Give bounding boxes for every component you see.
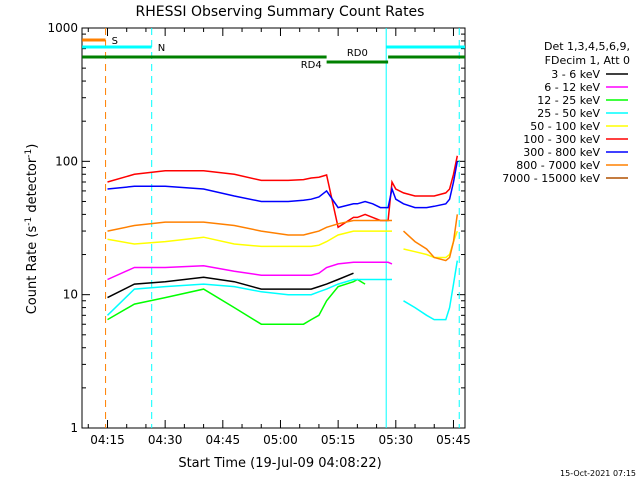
y-tick-label: 1000: [47, 21, 78, 35]
series-line: [403, 260, 459, 321]
legend-label: 7000 - 15000 keV: [502, 172, 600, 185]
x-tick-label: 04:45: [206, 433, 241, 447]
series-line: [107, 219, 392, 236]
chart-title: RHESSI Observing Summary Count Rates: [136, 4, 425, 20]
x-tick-label: 04:30: [148, 433, 183, 447]
series-line: [107, 261, 393, 281]
legend-label: 50 - 100 keV: [530, 120, 600, 133]
legend-label: 100 - 300 keV: [523, 133, 600, 146]
legend-label: 25 - 50 keV: [537, 107, 600, 120]
legend-header-line-2: FDecim 1, Att 0: [545, 54, 630, 67]
y-tick-label: 1: [70, 421, 78, 435]
x-tick-label: 05:45: [436, 433, 471, 447]
x-tick-label: 05:15: [321, 433, 356, 447]
series-line: [402, 214, 459, 262]
series-line: [107, 230, 392, 248]
series-line: [107, 278, 366, 325]
legend-header-line-1: Det 1,3,4,5,6,9,: [544, 40, 630, 53]
x-tick-label: 04:15: [90, 433, 125, 447]
x-tick-label: 05:30: [379, 433, 414, 447]
series-line: [107, 272, 354, 299]
legend-label: 6 - 12 keV: [544, 81, 600, 94]
legend-label: 3 - 6 keV: [551, 68, 600, 81]
series-line: [107, 155, 459, 229]
plot-area: 1 10 100 1000 04:15 04:30 04:45 05:00 05:15 05:30…: [47, 21, 470, 447]
x-axis-label: Start Time (19-Jul-09 04:08:22): [178, 456, 381, 471]
n-label: N: [158, 43, 165, 54]
timestamp: 15-Oct-2021 07:15: [560, 469, 636, 478]
s-label: S: [112, 36, 118, 47]
rd4-label: RD4: [301, 60, 322, 71]
legend-label: 300 - 800 keV: [523, 146, 600, 159]
legend-label: 800 - 7000 keV: [516, 159, 600, 172]
legend-label: 12 - 25 keV: [537, 94, 600, 107]
y-tick-label: 100: [55, 154, 78, 168]
plot-frame: [81, 27, 466, 429]
legend: Det 1,3,4,5,6,9, FDecim 1, Att 0 3 - 6 k…: [502, 40, 630, 185]
y-axis-label: Count Rate (s-1 detector-1): [24, 144, 40, 315]
y-tick-label: 10: [63, 288, 78, 302]
x-tick-label: 05:00: [263, 433, 298, 447]
rd0-label: RD0: [347, 48, 368, 59]
series-line: [107, 161, 459, 209]
series-line: [106, 278, 392, 316]
